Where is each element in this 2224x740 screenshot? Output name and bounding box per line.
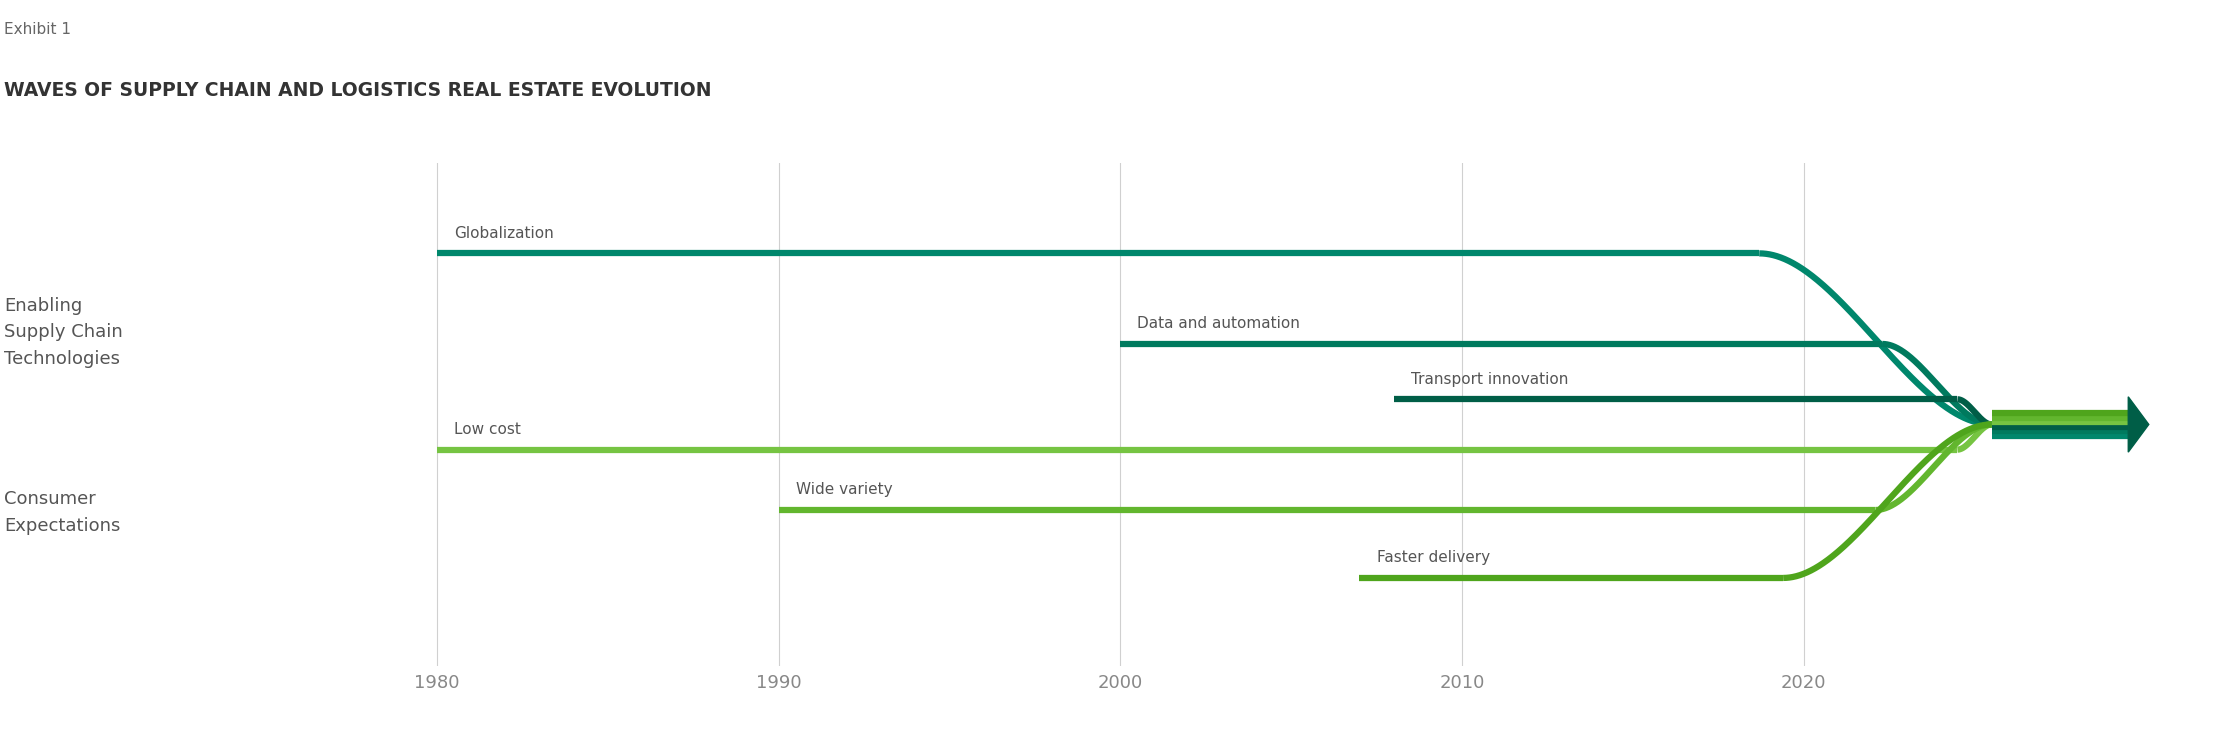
Text: WAVES OF SUPPLY CHAIN AND LOGISTICS REAL ESTATE EVOLUTION: WAVES OF SUPPLY CHAIN AND LOGISTICS REAL… <box>4 81 712 101</box>
Text: Globalization: Globalization <box>454 226 554 240</box>
Text: Low cost: Low cost <box>454 422 520 437</box>
Text: Consumer
Expectations: Consumer Expectations <box>4 491 120 535</box>
Text: Enabling
Supply Chain
Technologies: Enabling Supply Chain Technologies <box>4 297 122 368</box>
Text: Wide variety: Wide variety <box>796 482 892 497</box>
Polygon shape <box>2128 397 2148 452</box>
Text: Exhibit 1: Exhibit 1 <box>4 22 71 37</box>
Text: Faster delivery: Faster delivery <box>1377 551 1490 565</box>
Text: Transport innovation: Transport innovation <box>1410 371 1568 387</box>
Text: Data and automation: Data and automation <box>1136 317 1301 332</box>
